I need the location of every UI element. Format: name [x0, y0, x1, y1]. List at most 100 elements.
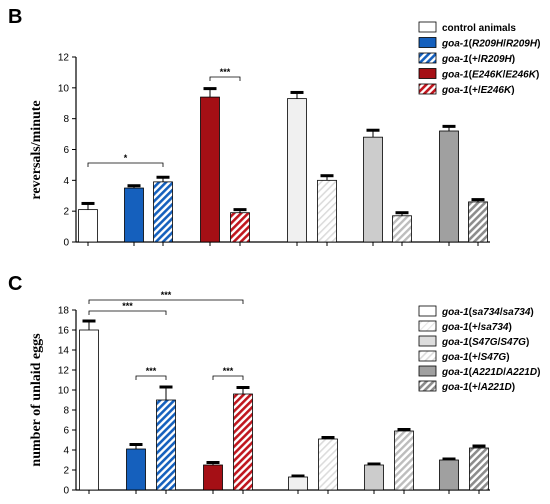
error-bar-cap: [206, 461, 220, 464]
error-bar-cap: [127, 184, 141, 188]
legend-swatch: [418, 350, 437, 362]
significance-label: ***: [223, 366, 234, 376]
y-tick-label: 16: [58, 326, 70, 337]
legend-label: control animals: [442, 23, 516, 34]
bar: [79, 329, 99, 491]
legend-swatch: [418, 83, 437, 95]
error-bar-cap: [81, 201, 95, 205]
bar: [317, 179, 337, 243]
bar: [392, 215, 412, 243]
error-bar-cap: [397, 428, 411, 431]
bar: [469, 447, 489, 491]
error-bar-cap: [233, 208, 247, 212]
legend-label: goa-1(sa734/sa734): [441, 307, 534, 318]
significance-label: ***: [220, 67, 231, 77]
significance-label: ***: [122, 301, 133, 311]
y-tick-label: 6: [63, 426, 69, 437]
bar: [363, 136, 383, 243]
significance-bracket: [88, 299, 244, 304]
bar: [364, 464, 384, 491]
y-tick-label: 0: [63, 238, 69, 249]
legend-swatch: [418, 365, 437, 377]
y-tick-label: 8: [63, 114, 69, 125]
y-tick-label: 10: [58, 386, 70, 397]
bar: [287, 98, 307, 243]
error-bar-cap: [159, 385, 173, 389]
bar: [468, 201, 488, 243]
error-bar-cap: [320, 174, 334, 178]
error-bar-cap: [290, 90, 304, 94]
significance-label: ***: [146, 366, 157, 376]
legend-swatch: [418, 380, 437, 392]
error-bar-cap: [395, 211, 409, 215]
bar: [200, 96, 220, 243]
panel-label: C: [8, 273, 22, 295]
legend-label: goa-1(+/E246K): [441, 85, 515, 96]
bar: [78, 209, 98, 243]
error-bar-cap: [367, 462, 381, 466]
bar: [126, 448, 146, 491]
bar: [153, 181, 173, 243]
y-axis-title: number of unlaid eggs: [29, 333, 44, 467]
legend-swatch: [418, 52, 437, 64]
error-bar-cap: [472, 444, 486, 448]
legend-swatch: [418, 335, 437, 347]
bar: [318, 438, 338, 491]
significance-bracket: [209, 76, 241, 81]
significance-bracket: [135, 375, 167, 380]
error-bar-cap: [321, 436, 335, 439]
significance-bracket: [88, 310, 167, 315]
y-tick-label: 14: [58, 346, 70, 357]
legend-label: goa-1(A221D/A221D): [441, 367, 540, 378]
legend-label: goa-1(+/A221D): [441, 382, 515, 393]
error-bar-cap: [203, 87, 217, 91]
legend-swatch: [418, 320, 437, 332]
bar: [230, 212, 250, 243]
y-tick-label: 12: [58, 366, 70, 377]
legend-swatch: [418, 305, 437, 317]
error-bar-cap: [471, 198, 485, 202]
error-bar-cap: [82, 319, 96, 323]
bar: [288, 476, 308, 491]
significance-label: *: [124, 153, 128, 163]
legend-label: goa-1(+/sa734): [441, 322, 512, 333]
y-tick-label: 4: [63, 446, 69, 457]
bar: [439, 130, 459, 243]
error-bar-cap: [129, 443, 143, 446]
y-tick-label: 0: [63, 486, 69, 497]
error-bar-cap: [442, 124, 456, 128]
error-bar-cap: [366, 128, 380, 132]
significance-label: ***: [161, 290, 172, 300]
y-tick-label: 18: [58, 306, 70, 317]
bar: [203, 464, 223, 491]
bar: [233, 393, 253, 491]
legend-label: goa-1(+/S47G): [441, 352, 510, 363]
legend-swatch: [418, 37, 437, 48]
panel-label: B: [8, 6, 22, 28]
error-bar-cap: [291, 474, 305, 478]
y-tick-label: 8: [63, 406, 69, 417]
bar: [394, 430, 414, 491]
y-axis-title: reversals/minute: [29, 100, 44, 199]
y-tick-label: 10: [58, 83, 70, 94]
significance-bracket: [212, 375, 244, 380]
legend-swatch: [418, 21, 437, 33]
error-bar-cap: [442, 457, 456, 461]
y-tick-label: 2: [63, 207, 69, 218]
legend-label: goa-1(+/R209H): [441, 54, 515, 65]
y-tick-label: 12: [58, 53, 70, 64]
legend-swatch: [418, 68, 437, 79]
error-bar-cap: [156, 175, 170, 179]
significance-bracket: [87, 162, 164, 167]
y-tick-label: 2: [63, 466, 69, 477]
y-tick-label: 4: [63, 176, 69, 187]
legend-label: goa-1(R209H/R209H): [441, 39, 540, 50]
legend-label: goa-1(S47G/S47G): [441, 337, 529, 348]
bar: [156, 399, 176, 491]
error-bar-cap: [236, 386, 250, 389]
bar: [439, 459, 459, 491]
legend-label: goa-1(E246K/E246K): [441, 70, 539, 81]
